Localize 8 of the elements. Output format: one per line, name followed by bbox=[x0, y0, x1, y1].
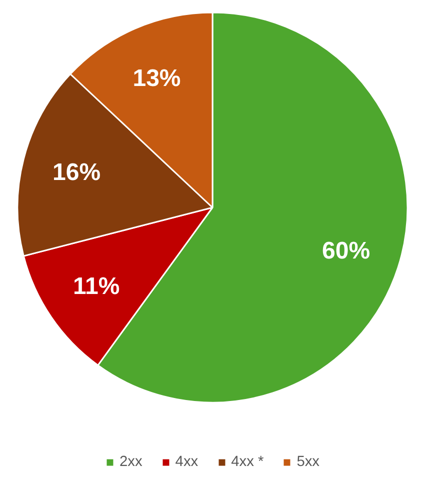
data-label: 16% bbox=[52, 159, 101, 186]
legend-label: 4xx bbox=[175, 454, 198, 470]
data-label: 60% bbox=[322, 237, 370, 264]
legend-label: 4xx * bbox=[231, 454, 264, 470]
data-label: 13% bbox=[132, 65, 181, 92]
data-label: 11% bbox=[73, 272, 120, 300]
legend-label: 2xx bbox=[119, 454, 142, 470]
legend-label: 5xx bbox=[296, 454, 320, 470]
